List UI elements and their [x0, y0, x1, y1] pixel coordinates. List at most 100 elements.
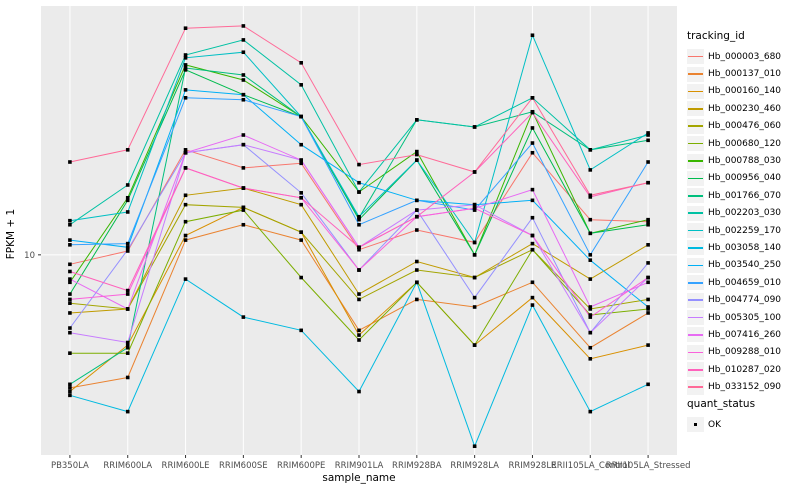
series-line-key-icon [687, 136, 704, 152]
data-point [183, 150, 188, 155]
data-point [125, 148, 130, 152]
x-tick-label: RRII105LA_Stressed [606, 461, 691, 471]
data-point [68, 277, 72, 281]
legend-item-label: Hb_000003_680 [708, 51, 782, 62]
x-tick-label: RRIM600LA [103, 461, 152, 471]
x-tick-label: RRII105LA_Control [551, 461, 630, 471]
data-point [472, 275, 477, 280]
data-point [68, 297, 72, 302]
series-line-key-icon [687, 257, 704, 273]
legend-item-label: Hb_002259_170 [708, 225, 782, 236]
data-point [472, 202, 477, 207]
data-point [415, 152, 419, 157]
data-point [588, 253, 593, 257]
data-point [588, 315, 593, 319]
data-point [125, 307, 130, 311]
data-point [183, 56, 188, 60]
data-point [241, 166, 246, 170]
data-point [183, 26, 188, 31]
data-point [530, 247, 535, 252]
data-point [183, 68, 188, 72]
data-point [125, 198, 130, 203]
data-point [472, 240, 477, 245]
data-point [68, 393, 72, 398]
series-line-key-icon [687, 379, 704, 395]
data-point [357, 180, 361, 185]
data-point [472, 343, 477, 347]
legend-item-Hb_009288_010: Hb_009288_010 [687, 344, 799, 361]
data-point [125, 195, 130, 200]
data-point [646, 180, 650, 185]
y-tick-label: 10 [24, 251, 35, 261]
data-point [530, 110, 535, 115]
data-point [241, 73, 246, 77]
x-tick-label: RRIM901LA [335, 461, 384, 471]
legend-item-Hb_002203_030: Hb_002203_030 [687, 205, 799, 222]
data-point [183, 238, 188, 242]
data-point [299, 238, 303, 242]
data-point [588, 168, 593, 172]
data-point [646, 138, 650, 143]
legend-item-Hb_002259_170: Hb_002259_170 [687, 222, 799, 239]
series-line-key-icon [687, 344, 704, 360]
data-point [357, 162, 361, 167]
data-point [68, 382, 72, 387]
data-point [125, 247, 130, 252]
legend-item-label: Hb_005305_100 [708, 312, 782, 323]
data-point [530, 141, 535, 145]
legend-item-Hb_000956_040: Hb_000956_040 [687, 170, 799, 187]
series-line-key-icon [687, 310, 704, 326]
data-point [183, 63, 188, 67]
data-point [241, 315, 246, 319]
legend-item-Hb_004659_010: Hb_004659_010 [687, 274, 799, 291]
data-point [68, 311, 72, 315]
data-point [357, 217, 361, 222]
legend-item-Hb_000160_140: Hb_000160_140 [687, 83, 799, 100]
legend-item-label: Hb_007416_260 [708, 329, 782, 340]
data-point [646, 160, 650, 164]
legend-item-label: OK [708, 419, 721, 430]
data-point [183, 202, 188, 207]
data-point [68, 389, 72, 394]
data-point [68, 330, 72, 335]
data-point [415, 268, 419, 272]
data-point [357, 333, 361, 337]
data-point [125, 351, 130, 355]
legend-item-label: Hb_000476_060 [708, 121, 782, 132]
series-line-key-icon [687, 223, 704, 239]
data-point [530, 126, 535, 130]
data-point [472, 170, 477, 174]
legend-item-label: Hb_004659_010 [708, 277, 782, 288]
data-point [357, 328, 361, 333]
data-point [183, 96, 188, 100]
data-point [183, 66, 188, 70]
data-point [183, 88, 188, 92]
data-point [299, 114, 303, 119]
data-point [588, 277, 593, 281]
data-point [357, 245, 361, 250]
data-point [183, 166, 188, 170]
data-point [588, 313, 593, 317]
data-point [241, 38, 246, 42]
data-point [646, 297, 650, 302]
legend-item-Hb_000003_680: Hb_000003_680 [687, 48, 799, 65]
legend-item-label: Hb_003058_140 [708, 242, 782, 253]
series-line-key-icon [687, 292, 704, 308]
legend-item-label: Hb_010287_020 [708, 364, 782, 375]
legend-item-label: Hb_001766_070 [708, 190, 782, 201]
data-point [68, 269, 72, 274]
data-point [183, 219, 188, 224]
data-point [588, 193, 593, 198]
data-point [646, 382, 650, 387]
legend-item-label: Hb_000137_010 [708, 69, 782, 80]
series-line-key-icon [687, 49, 704, 65]
data-point [125, 292, 130, 296]
data-point [299, 142, 303, 147]
data-point [357, 292, 361, 296]
data-point [68, 238, 72, 242]
legend-title: tracking_id [687, 30, 745, 42]
x-tick-label: RRIM928LE [508, 461, 556, 471]
data-point [299, 328, 303, 333]
data-point [415, 214, 419, 219]
data-point [125, 340, 130, 345]
